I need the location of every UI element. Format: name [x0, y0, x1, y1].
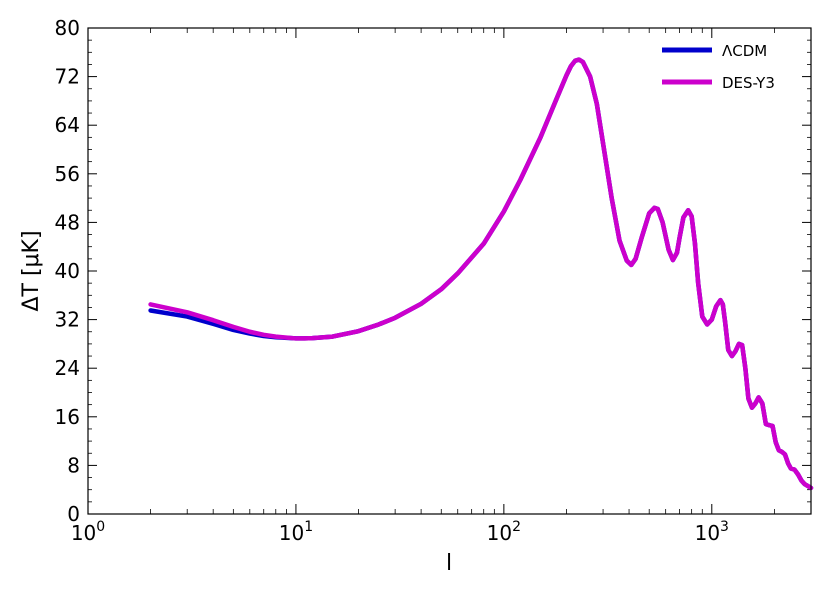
- y-tick-label: 24: [55, 356, 80, 380]
- y-tick-label: 80: [55, 16, 80, 40]
- y-tick-label: 64: [55, 113, 80, 137]
- series-line-lcdm: [148, 57, 814, 491]
- x-tick-label: 102: [487, 519, 521, 545]
- axis-ticks: [87, 27, 812, 515]
- series-lines: [148, 57, 814, 491]
- y-tick-label: 40: [55, 259, 80, 283]
- x-tick-labels: 100 101 102 103: [71, 519, 729, 545]
- y-tick-label: 8: [67, 453, 80, 477]
- x-axis-label: l: [446, 551, 452, 576]
- y-tick-label: 72: [55, 65, 80, 89]
- plot-frame: [87, 27, 812, 515]
- legend-label-des-y3: DES-Y3: [722, 74, 775, 92]
- y-tick-label: 32: [55, 308, 80, 332]
- series-line-des-y3: [148, 57, 814, 491]
- y-tick-label: 16: [55, 405, 80, 429]
- y-tick-label: 0: [67, 502, 80, 526]
- x-tick-label: 100: [71, 519, 105, 545]
- y-tick-label: 48: [55, 210, 80, 234]
- x-tick-label: 101: [279, 519, 313, 545]
- legend: ΛCDM DES-Y3: [662, 42, 775, 92]
- y-axis-label: ΔT [μK]: [19, 230, 44, 311]
- x-tick-label: 103: [695, 519, 729, 545]
- legend-label-lcdm: ΛCDM: [722, 42, 767, 60]
- y-tick-labels: 0 8 16 24 32 40 48 56 64 72 80: [55, 16, 80, 526]
- y-tick-label: 56: [55, 162, 80, 186]
